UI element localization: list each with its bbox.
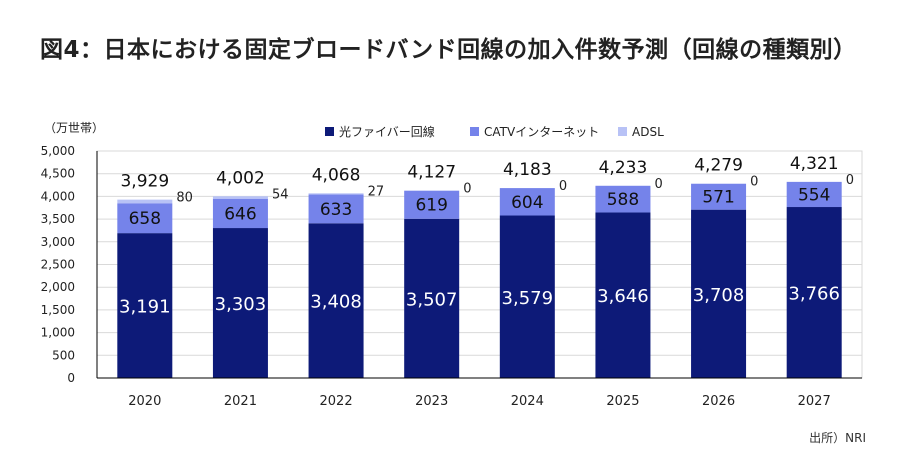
bar-segment [691,183,747,210]
data-label: 0 [750,175,758,190]
data-label: 3,766 [788,284,840,305]
bar-segment [499,215,555,378]
y-tick-label: 2,500 [41,258,75,272]
legend-label: 光ファイバー回線 [339,124,435,139]
data-label: 633 [320,200,352,220]
chart-title: 図4：日本における固定ブロードバンド回線の加入件数予測（回線の種類別） [40,37,857,63]
data-label: 27 [368,184,385,199]
bar-segment [404,190,460,219]
bar-segment [117,233,173,378]
data-label: 554 [798,185,830,205]
bar-segment [212,198,268,229]
x-tick-label: 2023 [415,394,448,409]
gridlines [96,150,863,379]
total-label: 4,183 [503,160,552,180]
y-tick-label: 500 [52,348,75,362]
total-label: 4,127 [407,163,456,183]
data-label: 588 [607,190,639,210]
y-tick-label: 3,500 [41,212,75,226]
data-labels: 3,191 658 80 3,929 3,303 646 54 4,002 3,408 633 27… [119,154,854,318]
bars [117,181,842,378]
data-label: 646 [224,204,256,224]
data-label: 619 [415,196,447,216]
total-label: 3,929 [120,172,169,192]
x-tick-label: 2025 [606,394,639,409]
data-label: 3,507 [406,289,458,310]
y-tick-label: 2,000 [41,280,75,294]
data-label: 80 [176,191,193,206]
data-label: 54 [272,187,289,202]
data-label: 604 [511,193,543,213]
bar-segment [308,223,364,378]
legend-swatch [618,127,627,136]
x-tick-label: 2027 [798,394,831,409]
bar-segment [117,203,173,234]
data-label: 3,191 [119,297,171,318]
y-tick-label: 4,500 [41,167,75,181]
data-label: 658 [129,209,161,229]
y-tick-label: 4,000 [41,189,75,203]
source-note: 出所）NRI [809,431,866,445]
data-label: 571 [702,188,734,208]
x-tick-label: 2022 [320,394,353,409]
x-tick-label: 2024 [511,394,544,409]
total-label: 4,321 [790,154,839,174]
data-label: 3,303 [215,294,267,315]
bar-segment [308,194,364,224]
bar-segment [117,199,173,204]
bar-segment [212,228,268,378]
y-tick-label: 0 [67,371,75,385]
legend-swatch [470,127,479,136]
data-label: 0 [463,182,471,197]
data-label: 3,579 [502,288,554,309]
y-tick-label: 5,000 [41,144,75,158]
total-label: 4,002 [216,168,265,188]
bar-segment [786,181,842,208]
bar-segment [499,188,555,216]
data-label: 0 [654,177,662,192]
bar-segment [212,196,268,199]
bar-segment [308,193,364,195]
bar-segment [691,209,747,378]
legend-swatch [325,127,334,136]
bar-segment [595,185,651,213]
data-label: 3,708 [693,285,745,306]
legend: 光ファイバー回線 CATVインターネット ADSL [325,124,664,139]
total-label: 4,233 [599,158,648,178]
bar-segment [786,207,842,378]
x-tick-label: 2021 [224,394,257,409]
legend-label: CATVインターネット [484,125,599,139]
data-label: 0 [559,179,567,194]
bar-segment [404,218,460,378]
axes: 0 500 1,000 1,500 2,000 2,500 3,000 3,500 4,000 4… [41,121,862,409]
total-label: 4,279 [694,156,743,176]
legend-label: ADSL [632,125,664,139]
bar-segment [595,212,651,378]
x-tick-label: 2026 [702,394,735,409]
y-tick-label: 1,500 [41,303,75,317]
data-label: 3,646 [597,286,649,307]
y-axis-label: （万世帯） [44,121,104,135]
data-label: 3,408 [310,292,362,313]
data-label: 0 [846,173,854,188]
total-label: 4,068 [312,165,361,185]
y-tick-label: 1,000 [41,326,75,340]
y-tick-label: 3,000 [41,235,75,249]
x-tick-label: 2020 [128,394,161,409]
